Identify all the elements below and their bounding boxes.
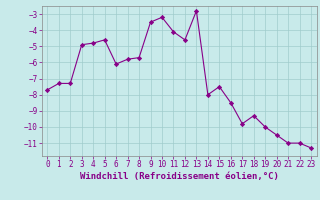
X-axis label: Windchill (Refroidissement éolien,°C): Windchill (Refroidissement éolien,°C)	[80, 172, 279, 181]
